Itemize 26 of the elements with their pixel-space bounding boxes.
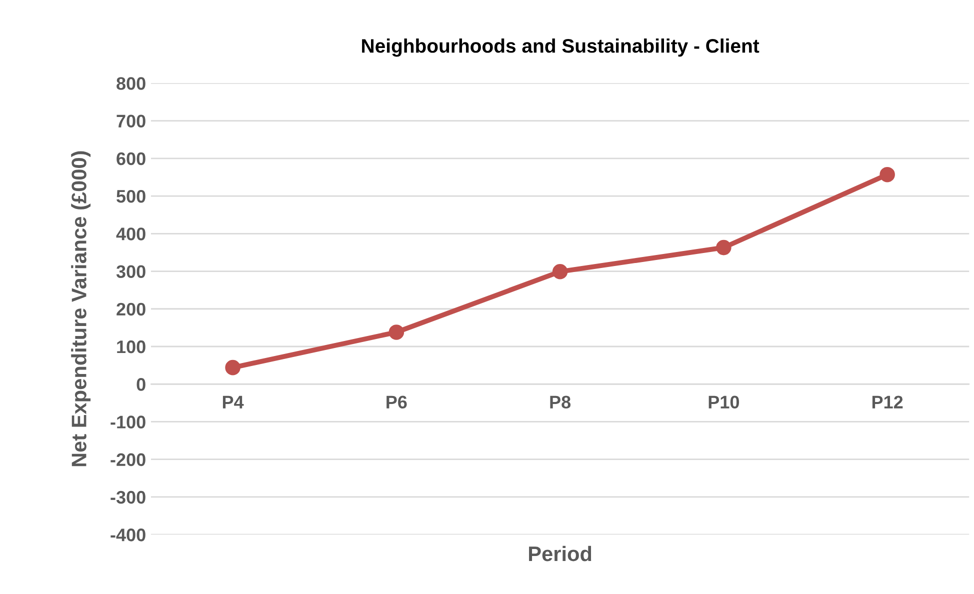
point	[880, 166, 895, 182]
y-tick-label: 500	[116, 190, 146, 203]
x-tick-label: P12	[872, 396, 903, 408]
y-tick-label: -400	[110, 528, 146, 542]
y-tick-label: 200	[116, 302, 146, 316]
chart-title: Neighbourhoods and Sustainability - Client	[362, 38, 760, 57]
x-tick-label: P6	[386, 396, 407, 408]
y-tick-label: 700	[116, 114, 146, 128]
y-tick-label: -200	[110, 453, 146, 466]
point	[716, 240, 732, 256]
x-axis-title: Period	[529, 546, 592, 562]
y-tick-label: 300	[116, 265, 146, 278]
x-tick-label: P10	[708, 396, 740, 408]
point	[225, 360, 240, 376]
y-tick-label: -100	[110, 416, 146, 428]
point	[552, 264, 568, 280]
y-tick-label: 800	[116, 77, 146, 90]
y-tick-label: -300	[110, 490, 146, 504]
y-tick-label: 0	[136, 378, 146, 391]
x-tick-label: P8	[550, 396, 571, 408]
y-tick-label: 600	[116, 152, 146, 166]
x-tick-label: P4	[222, 396, 244, 408]
y-tick-label: 400	[116, 228, 146, 240]
point	[388, 324, 404, 340]
y-tick-label: 100	[117, 340, 146, 354]
y-axis-title: Net Expenditure Variance (£000)	[71, 151, 91, 466]
